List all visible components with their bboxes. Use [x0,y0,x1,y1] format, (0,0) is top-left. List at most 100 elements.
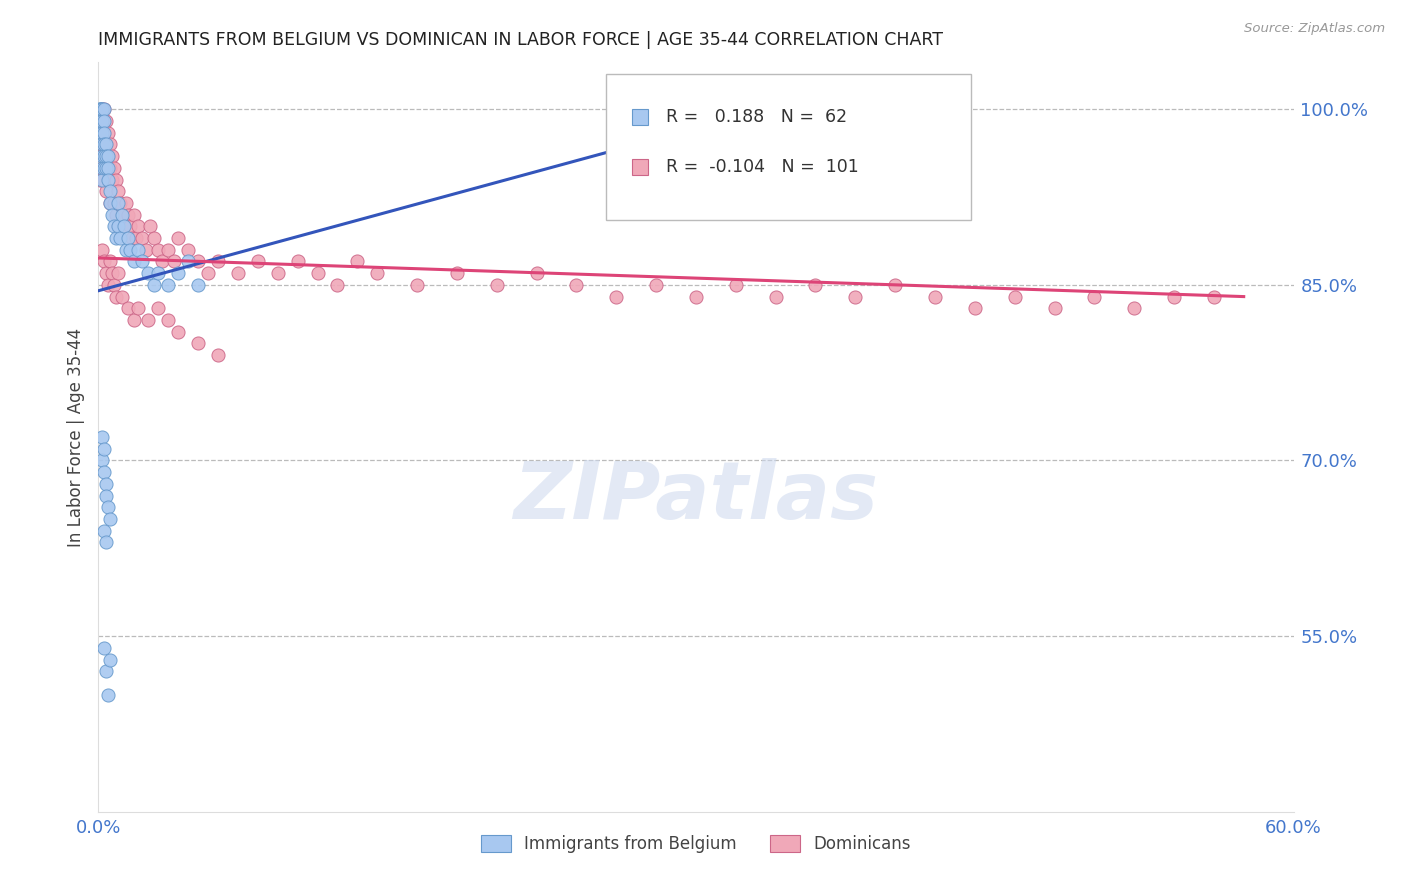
Point [97,500,120,515]
Point [96,535,118,549]
Point [246,254,269,268]
Point [93,149,115,163]
Point [97,277,120,292]
Point [91,161,114,175]
Point [91,149,114,163]
Point [98,652,122,666]
Point [167,325,190,339]
Point [115,243,138,257]
Point [97,172,120,186]
Point [96,476,118,491]
Point [112,219,135,234]
Point [326,277,349,292]
Point [93,524,115,538]
Point [148,243,170,257]
Point [107,195,129,210]
Point [91,172,114,186]
Point [103,219,125,234]
Point [101,172,124,186]
Point [287,254,309,268]
Point [89,114,111,128]
Point [89,102,111,116]
Point [125,231,148,245]
Point [97,161,120,175]
Point [124,208,146,222]
Point [157,313,180,327]
Y-axis label: In Labor Force | Age 35-44: In Labor Force | Age 35-44 [66,327,84,547]
Text: R =   0.188   N =  62: R = 0.188 N = 62 [666,108,848,126]
Point [93,126,115,140]
Point [93,102,115,116]
Point [1083,289,1105,303]
Point [177,243,200,257]
Point [89,137,111,152]
Point [127,301,149,316]
Point [91,102,114,116]
Point [93,114,115,128]
Point [167,266,190,280]
Point [207,348,229,362]
Point [1004,289,1026,303]
Point [120,219,142,234]
Point [963,301,986,316]
Point [406,277,429,292]
Point [96,664,118,678]
Point [93,126,115,140]
Point [120,243,142,257]
Point [446,266,468,280]
Point [307,266,329,280]
Point [101,149,124,163]
Point [98,254,122,268]
Point [1163,289,1185,303]
Point [96,161,118,175]
Point [148,266,170,280]
Point [207,254,229,268]
Point [96,114,118,128]
Point [98,184,122,198]
Point [685,289,707,303]
Point [226,266,249,280]
Point [91,243,114,257]
Point [93,114,115,128]
Point [150,254,173,268]
Point [97,172,120,186]
Point [131,231,153,245]
Point [89,172,111,186]
Point [97,688,120,702]
Point [103,277,125,292]
Point [117,208,139,222]
Point [163,254,186,268]
Point [91,102,114,116]
Point [105,289,128,303]
Point [124,313,146,327]
Point [121,231,143,245]
Point [91,126,114,140]
Point [187,277,209,292]
Point [117,301,139,316]
Point [91,102,114,116]
Point [93,640,115,655]
Text: R =  -0.104   N =  101: R = -0.104 N = 101 [666,159,859,177]
Point [157,277,180,292]
Point [131,254,153,268]
Point [135,243,157,257]
Point [105,231,128,245]
Point [127,219,149,234]
Point [107,219,129,234]
Point [924,289,946,303]
Point [91,137,114,152]
Point [97,126,120,140]
Point [148,301,170,316]
Point [112,219,135,234]
Point [96,184,118,198]
Point [103,195,125,210]
Point [101,266,124,280]
Point [107,184,129,198]
Point [124,254,146,268]
Point [93,442,115,456]
Point [98,195,122,210]
Point [89,114,111,128]
Point [89,126,111,140]
Point [366,266,388,280]
Point [98,161,122,175]
